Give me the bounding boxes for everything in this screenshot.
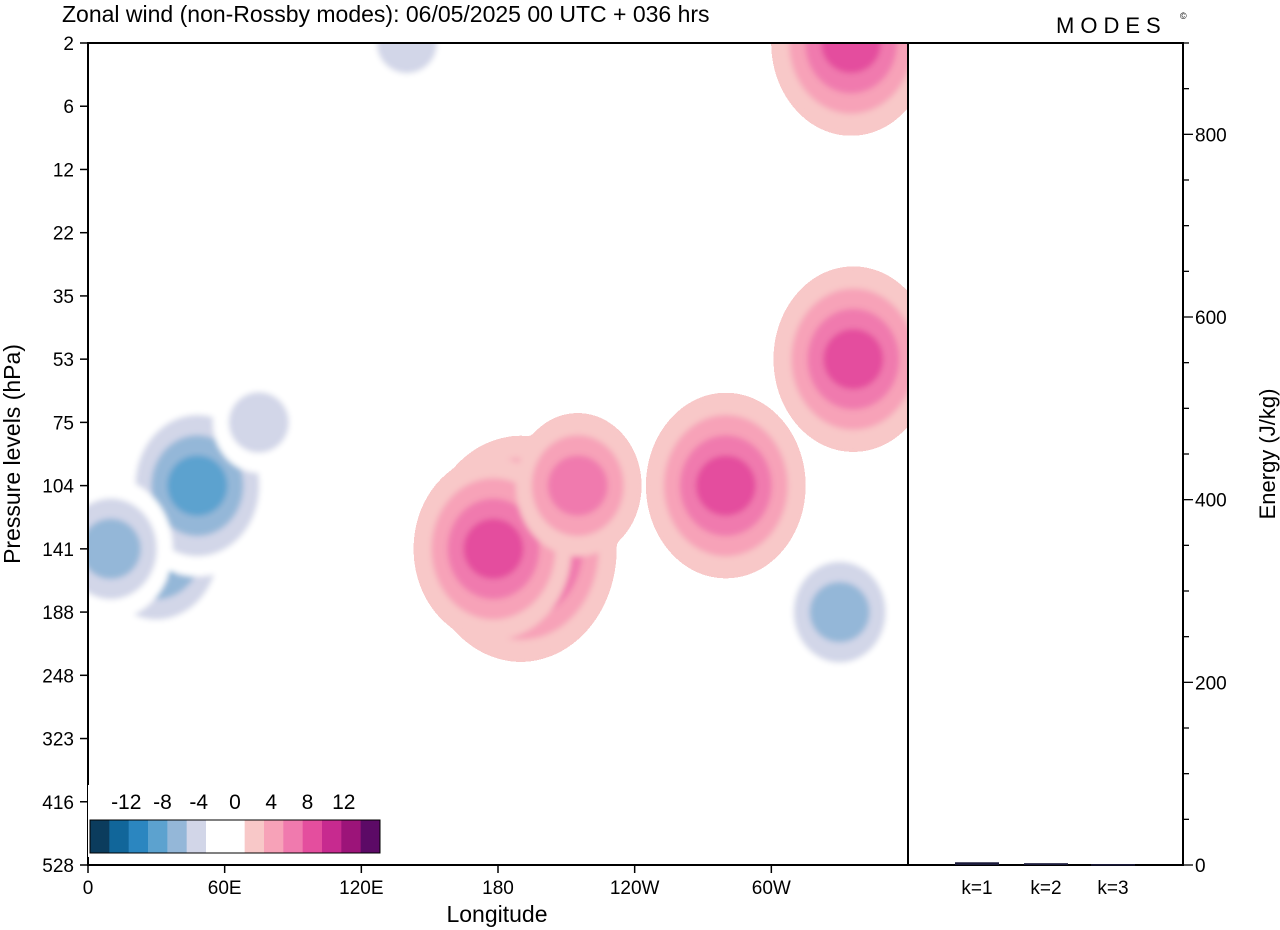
y-tick-label: 248 xyxy=(42,666,74,687)
chart-title: Zonal wind (non-Rossby modes): 06/05/202… xyxy=(62,1,710,27)
colorbar-swatch xyxy=(322,820,342,853)
energy-bar xyxy=(1024,863,1068,865)
x-tick-label: 0 xyxy=(83,878,94,899)
colorbar-swatch xyxy=(302,820,323,853)
colorbar-swatch xyxy=(128,820,149,853)
contour-plot xyxy=(88,43,908,865)
colorbar-label: 4 xyxy=(265,791,277,814)
brand-logo: MODES xyxy=(1056,13,1167,38)
contour-region xyxy=(463,518,524,580)
contour-region xyxy=(376,43,437,74)
y-tick-label: 528 xyxy=(42,856,74,877)
y-tick-label: 2 xyxy=(63,34,74,55)
colorbar-swatch xyxy=(206,820,226,853)
energy-axis-label: Energy (J/kg) xyxy=(1255,389,1280,520)
x-tick-label: 180 xyxy=(482,878,514,899)
energy-category-label: k=1 xyxy=(961,878,992,899)
colorbar-swatch xyxy=(90,820,110,853)
y-tick-label: 53 xyxy=(53,350,74,371)
colorbar-swatch xyxy=(148,820,168,853)
colorbar-swatch xyxy=(360,820,381,853)
y-axis-label: Pressure levels (hPa) xyxy=(0,344,25,564)
energy-bars xyxy=(955,862,1135,866)
x-axis: 0 60E 120E 180 120W 60W xyxy=(83,865,791,899)
colorbar-label: 8 xyxy=(302,791,314,814)
colorbar-label: -12 xyxy=(111,791,141,814)
y-tick-label: 323 xyxy=(42,730,74,751)
colorbar-swatch xyxy=(244,820,265,853)
y-tick-label: 188 xyxy=(42,603,74,624)
x-tick-label: 60E xyxy=(208,878,242,899)
energy-y-axis: 0 200 400 600 800 xyxy=(1183,42,1227,877)
y-tick-label: 104 xyxy=(42,477,74,498)
y-tick-label: 6 xyxy=(63,97,74,118)
colorbar-swatch xyxy=(186,820,207,853)
colorbar-label: 0 xyxy=(229,791,241,814)
colorbar-swatch xyxy=(264,820,284,853)
x-tick-label: 120W xyxy=(610,878,660,899)
contour-region xyxy=(821,43,882,74)
energy-tick-label: 200 xyxy=(1195,673,1227,694)
energy-tick-label: 0 xyxy=(1195,856,1206,877)
colorbar-label: -8 xyxy=(153,791,172,814)
contour-region xyxy=(695,455,756,516)
colorbar-swatch xyxy=(341,820,362,853)
y-tick-label: 75 xyxy=(53,413,74,434)
colorbar-swatch xyxy=(167,820,188,853)
y-tick-label: 12 xyxy=(53,160,74,181)
y-tick-label: 416 xyxy=(42,793,74,814)
x-tick-label: 120E xyxy=(339,878,383,899)
colorbar-swatch xyxy=(225,820,246,853)
energy-category-label: k=2 xyxy=(1030,878,1061,899)
energy-tick-label: 400 xyxy=(1195,491,1227,512)
colorbar-label: -4 xyxy=(189,791,208,814)
y-axis: 2 6 12 22 35 53 75 104 141 188 248 323 416 528 xyxy=(42,34,88,877)
energy-bar xyxy=(955,862,999,865)
brand-mark: © xyxy=(1180,11,1187,21)
x-tick-label: 60W xyxy=(752,878,791,899)
energy-panel-frame xyxy=(907,42,1184,866)
energy-category-label: k=3 xyxy=(1097,878,1128,899)
contour-region xyxy=(547,455,608,516)
contour-region xyxy=(823,328,884,390)
contour-region xyxy=(228,392,289,453)
colorbar-legend: -12 -8 -4 0 4 8 12 xyxy=(88,785,384,857)
contour-region xyxy=(809,581,870,643)
x-axis-label: Longitude xyxy=(446,901,547,927)
colorbar-swatch xyxy=(283,820,304,853)
energy-tick-label: 600 xyxy=(1195,308,1227,329)
contour-region xyxy=(167,455,228,516)
energy-tick-label: 800 xyxy=(1195,125,1227,146)
colorbar-frame xyxy=(89,819,381,854)
energy-categories: k=1 k=2 k=3 xyxy=(961,878,1128,899)
y-tick-label: 35 xyxy=(53,287,74,308)
y-tick-label: 22 xyxy=(53,224,74,245)
y-tick-label: 141 xyxy=(42,540,74,561)
contour-region xyxy=(88,518,141,580)
energy-bar xyxy=(1091,864,1135,866)
colorbar-swatch xyxy=(109,820,130,853)
colorbar-label: 12 xyxy=(332,791,355,814)
